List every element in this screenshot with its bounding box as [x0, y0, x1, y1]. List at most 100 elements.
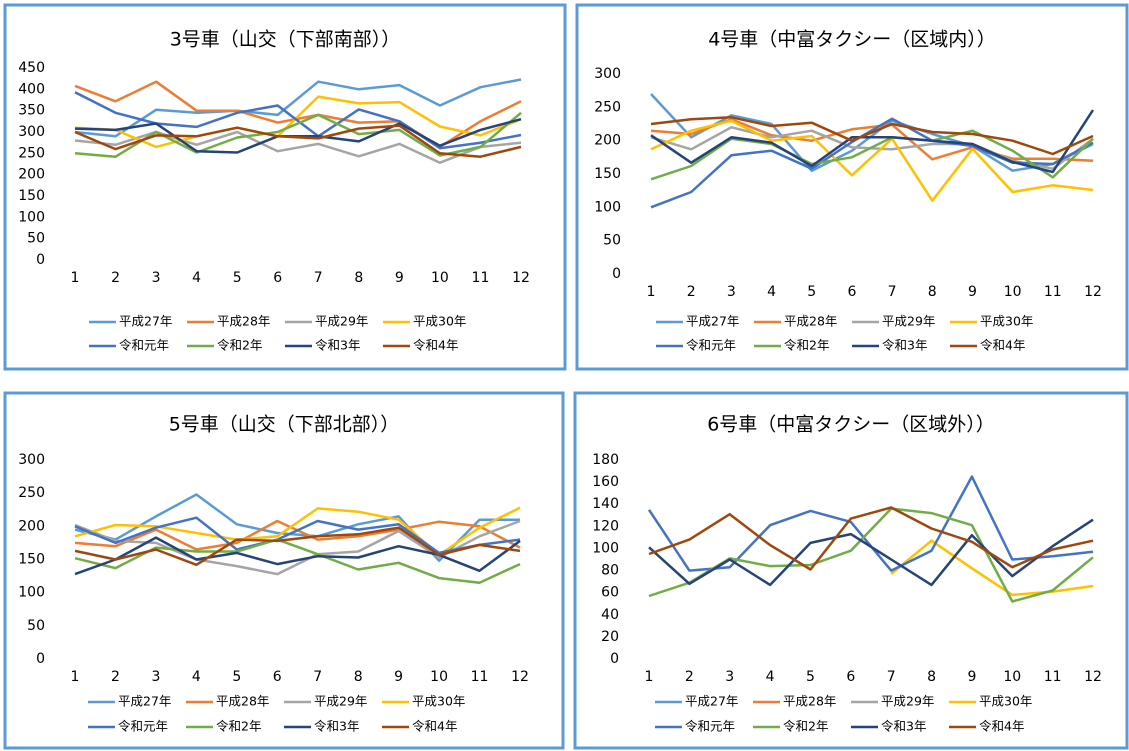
series-line [74, 536, 521, 576]
x-tick-label: 12 [512, 270, 530, 286]
panel-border [575, 3, 1129, 371]
y-tick-label: 0 [612, 266, 621, 282]
x-tick-label: 5 [806, 669, 815, 685]
x-tick-label: 3 [152, 270, 161, 286]
chart-title: 4号車（中富タクシー（区域内）） [708, 29, 996, 51]
legend-label: 令和4年 [980, 338, 1025, 353]
y-tick-label: 100 [18, 209, 45, 225]
x-tick-label: 6 [273, 669, 282, 685]
legend-label: 令和4年 [413, 338, 458, 353]
series-line [74, 130, 522, 164]
y-tick-label: 450 [18, 60, 45, 76]
legend-label: 令和3年 [315, 338, 360, 353]
series-line [74, 516, 521, 555]
legend-label: 平成27年 [685, 694, 738, 709]
y-tick-label: 20 [601, 629, 619, 645]
y-tick-label: 100 [594, 199, 621, 215]
legend-label: 平成28年 [216, 694, 269, 709]
legend-label: 令和元年 [118, 719, 168, 734]
x-tick-label: 11 [472, 270, 490, 286]
series-line [74, 526, 521, 567]
x-tick-label: 7 [888, 284, 897, 300]
panel-border [3, 391, 565, 750]
x-tick-label: 1 [647, 284, 656, 300]
chart-title: 3号車（山交（下部南部）） [170, 29, 401, 51]
x-tick-label: 3 [151, 669, 160, 685]
y-tick-label: 120 [592, 518, 619, 534]
x-tick-label: 3 [727, 284, 736, 300]
x-tick-label: 6 [273, 270, 282, 286]
x-tick-label: 2 [687, 284, 696, 300]
y-tick-label: 0 [36, 252, 45, 268]
legend-label: 令和2年 [783, 719, 828, 734]
y-tick-label: 300 [18, 452, 45, 468]
legend-label: 平成29年 [315, 314, 368, 329]
x-tick-label: 5 [807, 284, 816, 300]
y-tick-label: 40 [601, 607, 619, 623]
x-tick-label: 10 [430, 669, 448, 685]
x-tick-label: 7 [314, 270, 323, 286]
y-tick-label: 100 [592, 540, 619, 556]
y-tick-label: 200 [594, 133, 621, 149]
y-tick-label: 250 [594, 99, 621, 115]
series-line [74, 95, 522, 149]
legend-label: 令和2年 [217, 338, 262, 353]
x-tick-label: 2 [111, 669, 120, 685]
series-line [650, 116, 1094, 156]
chart-title: 6号車（中富タクシー（区域外）） [707, 414, 995, 436]
x-tick-label: 4 [192, 270, 201, 286]
x-tick-label: 10 [431, 270, 449, 286]
y-tick-label: 150 [18, 188, 45, 204]
y-tick-label: 80 [601, 563, 619, 579]
legend-label: 令和4年 [979, 719, 1024, 734]
legend-label: 平成29年 [314, 694, 367, 709]
x-tick-label: 11 [471, 669, 489, 685]
x-tick-label: 4 [767, 284, 776, 300]
series-line [650, 129, 1094, 181]
x-tick-label: 3 [725, 669, 734, 685]
legend-label: 平成29年 [882, 314, 935, 329]
y-tick-label: 50 [27, 618, 45, 634]
y-tick-label: 100 [18, 585, 45, 601]
series-line [648, 518, 1094, 587]
x-tick-label: 2 [685, 669, 694, 685]
x-tick-label: 10 [1003, 669, 1021, 685]
y-tick-label: 400 [18, 81, 45, 97]
legend-label: 令和3年 [881, 719, 926, 734]
y-tick-label: 50 [27, 231, 45, 247]
x-tick-label: 1 [645, 669, 654, 685]
x-tick-label: 4 [766, 669, 775, 685]
series-line [650, 119, 1094, 202]
x-tick-label: 9 [968, 284, 977, 300]
y-tick-label: 200 [18, 167, 45, 183]
series-line [74, 91, 522, 150]
legend-label: 令和2年 [216, 719, 261, 734]
x-tick-label: 5 [232, 669, 241, 685]
legend-label: 平成28年 [217, 314, 270, 329]
series-line [890, 539, 1094, 597]
legend-label: 令和元年 [686, 338, 736, 353]
y-tick-label: 60 [601, 585, 619, 601]
legend-label: 平成27年 [118, 694, 171, 709]
x-tick-label: 9 [967, 669, 976, 685]
legend-label: 令和4年 [412, 719, 457, 734]
x-tick-label: 6 [847, 284, 856, 300]
x-tick-label: 10 [1004, 284, 1022, 300]
series-line [650, 109, 1095, 174]
y-tick-label: 250 [18, 485, 45, 501]
legend-label: 平成27年 [686, 314, 739, 329]
legend-label: 平成29年 [881, 694, 934, 709]
legend-label: 平成30年 [412, 694, 465, 709]
y-tick-label: 350 [18, 103, 45, 119]
x-tick-label: 12 [1084, 669, 1102, 685]
legend-label: 令和2年 [784, 338, 829, 353]
legend-label: 令和3年 [314, 719, 359, 734]
legend-label: 平成30年 [413, 314, 466, 329]
series-line [74, 124, 522, 158]
legend-label: 令和元年 [685, 719, 735, 734]
legend-label: 令和3年 [882, 338, 927, 353]
panel-border [573, 391, 1129, 750]
y-tick-label: 250 [18, 145, 45, 161]
x-tick-label: 11 [1044, 284, 1062, 300]
